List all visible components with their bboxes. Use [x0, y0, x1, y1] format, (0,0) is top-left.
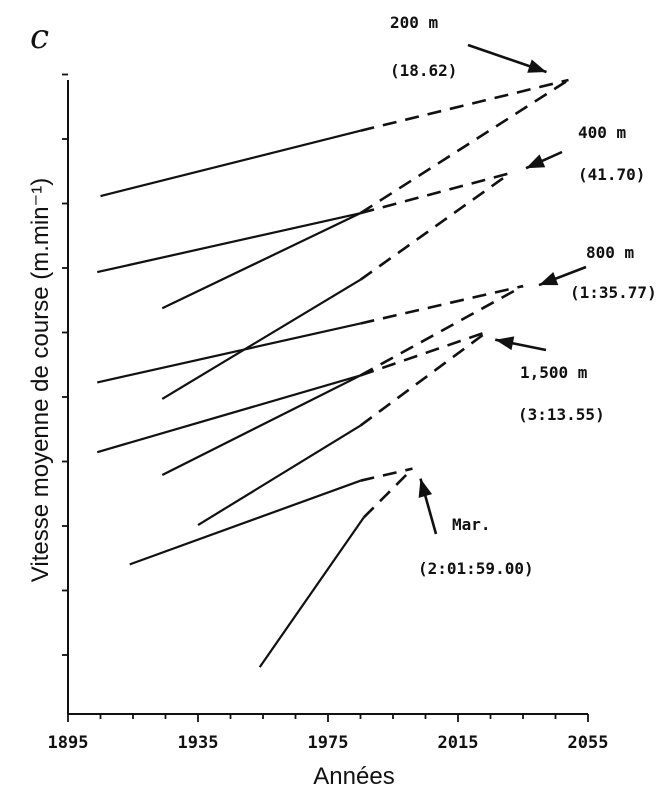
series-line-8: [129, 479, 361, 566]
projection-line-5: [359, 284, 524, 377]
annotation-record-label: (18.62): [390, 61, 457, 80]
x-tick-label: 2055: [568, 733, 609, 753]
annotation-record-label: (1:35.77): [570, 283, 657, 302]
series-line-2: [97, 212, 361, 274]
annotation-arrowhead: [539, 272, 559, 286]
annotation-layer: 200 m (18.62) 400 m (41.70) 800 m (1:35.77) 1,…: [390, 13, 657, 578]
annotation-record-label: (41.70): [578, 165, 645, 184]
x-tick-label: 2015: [438, 733, 479, 753]
series-line-9: [258, 516, 365, 668]
projection-line-1: [359, 78, 570, 215]
projection-line-3: [359, 172, 511, 281]
annotation-event-label: 1,500 m: [520, 363, 588, 382]
annotation-arrowhead: [527, 59, 547, 73]
series-line-0: [100, 129, 361, 198]
x-tick-label: 1935: [178, 733, 219, 753]
x-tick-label: 1895: [48, 733, 89, 753]
panel-label: c: [30, 17, 49, 57]
series-line-4: [97, 322, 361, 384]
x-tick-label: 1975: [308, 733, 349, 753]
series-line-1: [161, 212, 361, 310]
series-line-5: [161, 374, 361, 476]
series-line-3: [161, 278, 362, 400]
x-axis-label: Années: [313, 763, 394, 790]
y-axis-label: Vitesse moyenne de course (m.min⁻¹): [27, 178, 54, 582]
projection-line-8: [360, 467, 413, 482]
projection-line-4: [360, 284, 524, 325]
projection-line-6: [360, 330, 488, 377]
projection-line-0: [360, 78, 569, 132]
series-layer: [96, 78, 570, 668]
annotation-arrowhead: [418, 478, 433, 498]
annotation-event-label: 200 m: [390, 13, 439, 32]
annotation-arrowhead: [495, 336, 515, 351]
axes: [67, 80, 588, 715]
projection-line-2: [360, 171, 511, 215]
annotation-event-label: 400 m: [578, 123, 627, 142]
annotation-event-label: 800 m: [586, 243, 635, 262]
annotation-record-label: (2:01:59.00): [418, 559, 534, 578]
series-line-7: [197, 424, 362, 527]
annotation-event-label: Mar.: [452, 515, 491, 534]
series-line-6: [96, 374, 361, 454]
annotation-record-label: (3:13.55): [518, 405, 605, 424]
annotation-arrowhead: [526, 154, 546, 169]
projection-line-7: [359, 330, 489, 427]
y-ticks: [62, 73, 68, 656]
x-ticks: 1895 1935 1975 2015 2055: [48, 714, 609, 753]
projection-line-9: [362, 467, 414, 519]
